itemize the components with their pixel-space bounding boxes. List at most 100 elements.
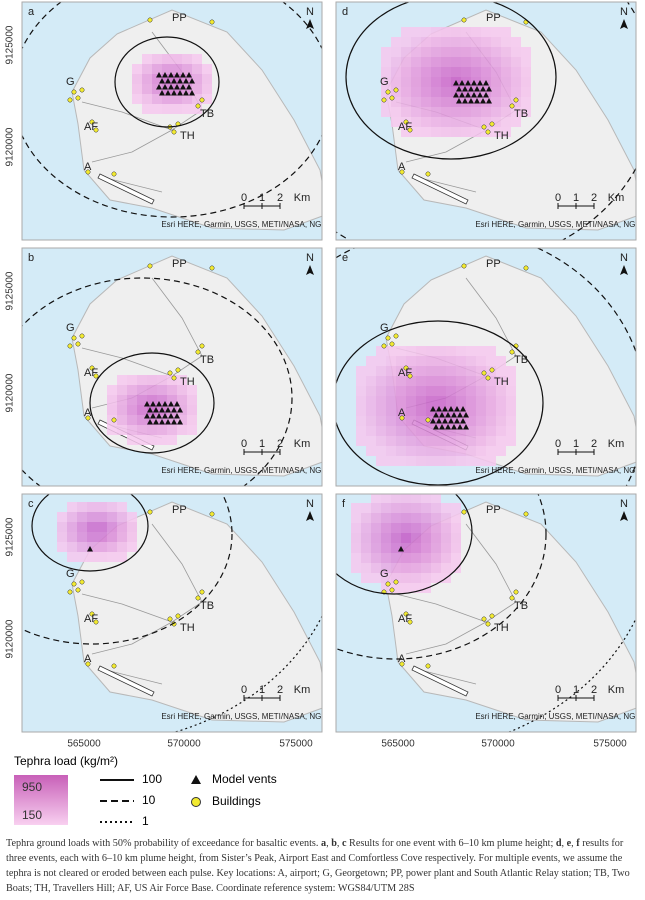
tephra-cell [127,375,137,385]
vent [186,84,192,90]
caption-letter: e [566,838,572,849]
building [403,365,409,371]
scale-bar [243,695,281,701]
tephra-cell [142,94,152,104]
tephra-cell [157,375,167,385]
tephra-cell [356,436,366,446]
tephra-cell [107,502,117,512]
building [481,124,487,130]
tephra-cell [67,512,77,522]
vent [162,413,168,419]
tephra-cell [441,127,451,137]
attribution: Esri HERE, Garmin, USGS, METI/NASA, NGA [161,712,327,721]
scale-bar [557,449,595,455]
tephra-cell [401,543,411,553]
vent [457,412,463,418]
tephra-cell [441,553,451,563]
place-label: TH [180,376,195,388]
tephra-cell [471,87,481,97]
tephra-cell [431,37,441,47]
building [393,579,399,585]
vent [174,413,180,419]
north-arrow [306,511,314,521]
tephra-cell [476,356,486,366]
tephra-cell [426,456,436,466]
tephra-cell [391,97,401,107]
tephra-cell [511,67,521,77]
y-tick-label: 9120000 [5,127,16,166]
tephra-cell [172,94,182,104]
tephra-cell [496,376,506,386]
tephra-cell [471,67,481,77]
vent [183,78,189,84]
building [485,621,491,627]
tephra-cell [127,532,137,542]
building [509,595,515,601]
tephra-cell [491,87,501,97]
tephra-cell [117,415,127,425]
tephra-cell [152,64,162,74]
tephra-cell [117,385,127,395]
vent [189,78,195,84]
vent [174,401,180,407]
building [209,19,215,25]
tephra-cell [356,426,366,436]
scale-label: 1 [573,438,579,450]
place-label: AF [84,367,98,379]
tephra-cell [461,127,471,137]
tephra-cell [481,57,491,67]
tephra-cell [401,513,411,523]
tephra-cell [366,396,376,406]
scale-label: 0 [241,192,247,204]
tephra-cell [441,67,451,77]
tephra-cell [376,446,386,456]
tephra-cell [461,77,471,87]
tephra-cell [436,456,446,466]
tephra-cell [471,77,481,87]
building [407,619,413,625]
tephra-cell [376,376,386,386]
contour-100 [31,494,149,572]
tephra-cell [157,385,167,395]
vent [462,98,468,104]
vent [471,80,477,86]
tephra-cell [451,67,461,77]
tephra-cell [147,395,157,405]
tephra-cell [501,97,511,107]
building [147,263,153,269]
vent [162,401,168,407]
vent [451,412,457,418]
caption-text: Results for one event with 6–10 km plume… [346,838,556,849]
tephra-cell [491,47,501,57]
tephra-cell [137,435,147,445]
tephra-cell [371,513,381,523]
y-tick-label: 9120000 [5,373,16,412]
tephra-cell [187,405,197,415]
tephra-cell [426,366,436,376]
tephra-cell [361,533,371,543]
tephra-cell [381,533,391,543]
tephra-cell [431,127,441,137]
building [167,370,173,376]
tephra-cell [366,446,376,456]
vent [153,407,159,413]
building [79,579,85,585]
building [195,103,201,109]
tephra-cell [192,104,202,114]
vent [480,86,486,92]
tephra-cell [386,386,396,396]
tephra-cell [456,346,466,356]
building [489,121,495,127]
scale-label: Km [294,438,311,450]
vent [460,418,466,424]
tephra-cell [416,406,426,416]
tephra-cell [391,67,401,77]
scale-label: 1 [573,192,579,204]
tephra-cell [446,456,456,466]
place-label: TB [514,108,528,120]
legend-title: Tephra load (kg/m²) [14,754,118,768]
tephra-cell [162,104,172,114]
tephra-cell [481,37,491,47]
north-arrow [620,265,628,275]
caption: Tephra ground loads with 50% probability… [6,836,638,896]
